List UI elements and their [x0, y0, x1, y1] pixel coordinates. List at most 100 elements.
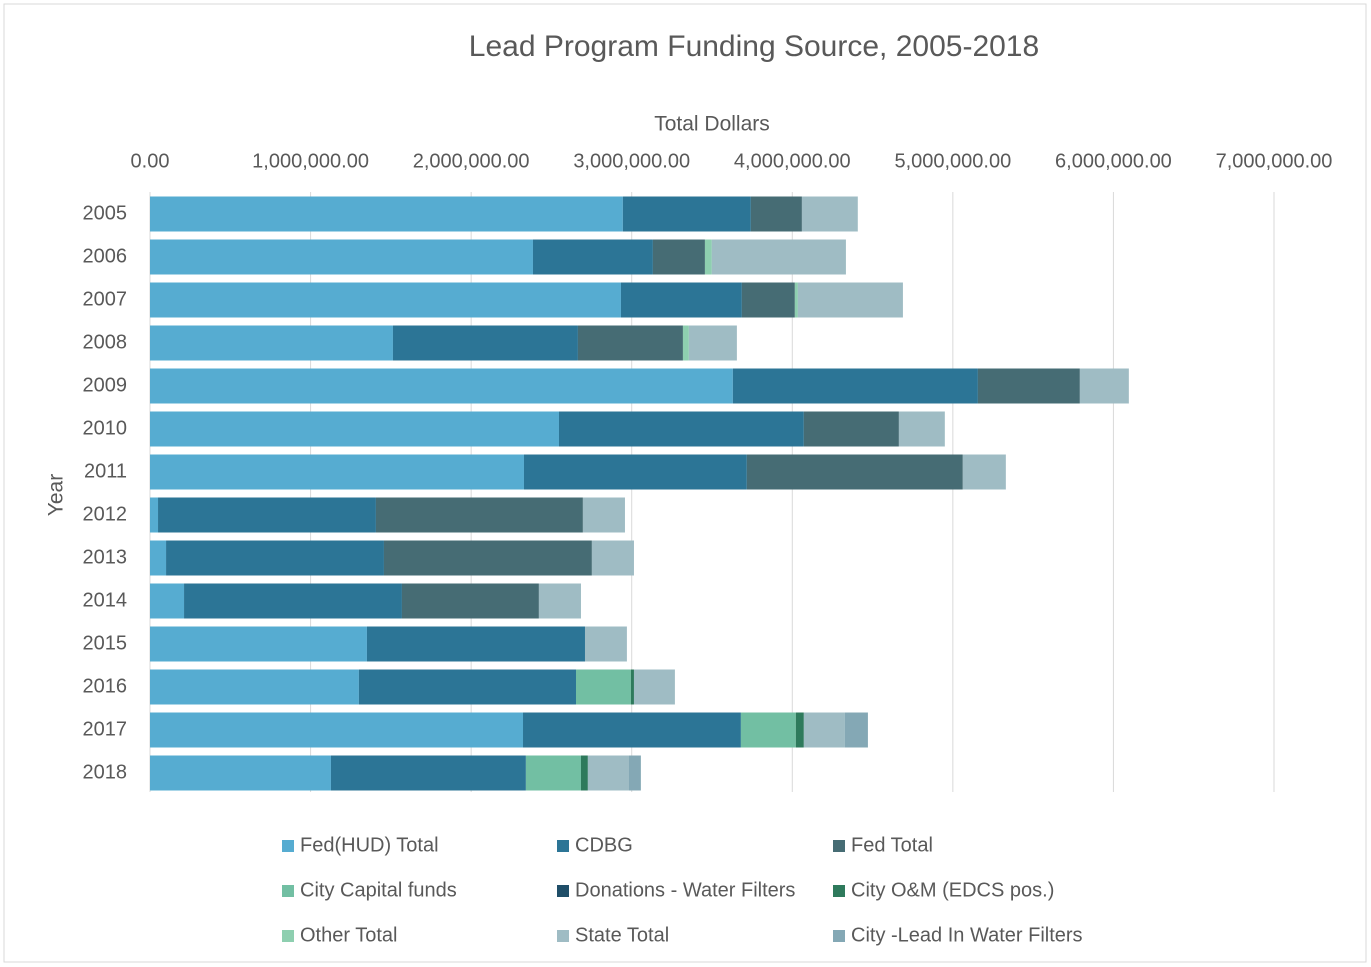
bar-segment — [392, 325, 578, 361]
bar-segment — [575, 669, 631, 705]
bar-segment — [150, 196, 623, 232]
legend-label: City -Lead In Water Filters — [851, 924, 1083, 946]
y-tick-label: 2008 — [83, 331, 128, 353]
bar-segment — [1079, 368, 1129, 404]
y-tick-label: 2016 — [83, 675, 128, 697]
legend-label: Fed(HUD) Total — [300, 834, 439, 856]
y-tick-label: 2007 — [83, 288, 128, 310]
legend-label: Other Total — [300, 924, 397, 946]
bar-segment — [150, 712, 524, 748]
legend-swatch — [557, 930, 569, 942]
bar-segment — [582, 497, 625, 533]
bar-segment — [375, 497, 583, 533]
bar-segment — [746, 454, 963, 490]
bar-segment — [383, 540, 592, 576]
bar-segment — [150, 454, 524, 490]
bar-segment — [150, 540, 167, 576]
legend-swatch — [557, 840, 569, 852]
bar-segment — [580, 755, 588, 791]
bar-segment — [688, 325, 737, 361]
bar-segment — [711, 239, 846, 275]
chart-title: Lead Program Funding Source, 2005-2018 — [469, 30, 1039, 63]
bar-segment — [330, 755, 526, 791]
bar-segment — [150, 626, 367, 662]
bar-segment — [366, 626, 585, 662]
bar-segment — [620, 282, 742, 318]
bar-segment — [652, 239, 705, 275]
y-tick-label: 2006 — [83, 245, 128, 267]
y-tick-label: 2010 — [83, 417, 128, 439]
x-axis-label: Total Dollars — [654, 113, 770, 136]
bar-segment — [741, 282, 795, 318]
bar-segment — [158, 497, 376, 533]
bar-segment — [401, 583, 539, 619]
legend-swatch — [557, 885, 569, 897]
bar-segment — [628, 755, 641, 791]
bar-segment — [587, 755, 629, 791]
x-tick-label: 3,000,000.00 — [573, 150, 690, 172]
x-tick-label: 2,000,000.00 — [413, 150, 530, 172]
bar-segment — [682, 325, 689, 361]
x-tick-label: 1,000,000.00 — [252, 150, 369, 172]
bar-segment — [150, 755, 331, 791]
bar-segment — [630, 669, 634, 705]
y-tick-label: 2014 — [83, 589, 128, 611]
bar-segment — [358, 669, 576, 705]
legend-swatch — [282, 840, 294, 852]
y-tick-label: 2013 — [83, 546, 128, 568]
legend-swatch — [833, 930, 845, 942]
bar-segment — [150, 583, 185, 619]
bar-segment — [538, 583, 581, 619]
legend-label: City O&M (EDCS pos.) — [851, 879, 1054, 901]
bar-segment — [150, 411, 559, 447]
y-tick-label: 2015 — [83, 632, 128, 654]
bar-segment — [523, 454, 747, 490]
bar-segment — [558, 411, 804, 447]
bar-segment — [150, 669, 359, 705]
bar-segment — [797, 282, 903, 318]
x-tick-label: 7,000,000.00 — [1216, 150, 1333, 172]
bar-segment — [532, 239, 653, 275]
bar-segment — [740, 712, 796, 748]
y-tick-label: 2018 — [83, 761, 128, 783]
bar-segment — [801, 196, 858, 232]
x-tick-label: 5,000,000.00 — [894, 150, 1011, 172]
bar-segment — [577, 325, 683, 361]
y-tick-label: 2012 — [83, 503, 128, 525]
bar-segment — [750, 196, 802, 232]
bar-segment — [704, 239, 712, 275]
bar-segment — [591, 540, 634, 576]
x-tick-label: 6,000,000.00 — [1055, 150, 1172, 172]
legend-label: State Total — [575, 924, 669, 946]
bar-segment — [523, 712, 741, 748]
y-tick-label: 2017 — [83, 718, 128, 740]
legend-label: City Capital funds — [300, 879, 457, 901]
bar-segment — [150, 282, 621, 318]
x-tick-label: 4,000,000.00 — [734, 150, 851, 172]
legend-swatch — [282, 930, 294, 942]
bar-segment — [584, 626, 627, 662]
bar-segment — [525, 755, 581, 791]
y-tick-label: 2009 — [83, 374, 128, 396]
bar-segment — [150, 239, 533, 275]
bar-segment — [962, 454, 1006, 490]
bar-segment — [794, 282, 798, 318]
bar-segment — [633, 669, 675, 705]
bar-segment — [150, 497, 159, 533]
bar-segment — [977, 368, 1080, 404]
bar-segment — [184, 583, 402, 619]
legend-label: Fed Total — [851, 834, 933, 856]
bar-segment — [803, 411, 899, 447]
y-axis-label: Year — [45, 474, 68, 516]
legend-swatch — [833, 840, 845, 852]
y-tick-label: 2011 — [84, 460, 127, 482]
legend-label: CDBG — [575, 834, 633, 856]
legend-label: Donations - Water Filters — [575, 879, 795, 901]
x-tick-label: 0.00 — [131, 150, 170, 172]
bar-segment — [732, 368, 978, 404]
legend-swatch — [282, 885, 294, 897]
bar-segment — [622, 196, 751, 232]
bar-segment — [150, 325, 393, 361]
y-tick-label: 2005 — [83, 202, 128, 224]
